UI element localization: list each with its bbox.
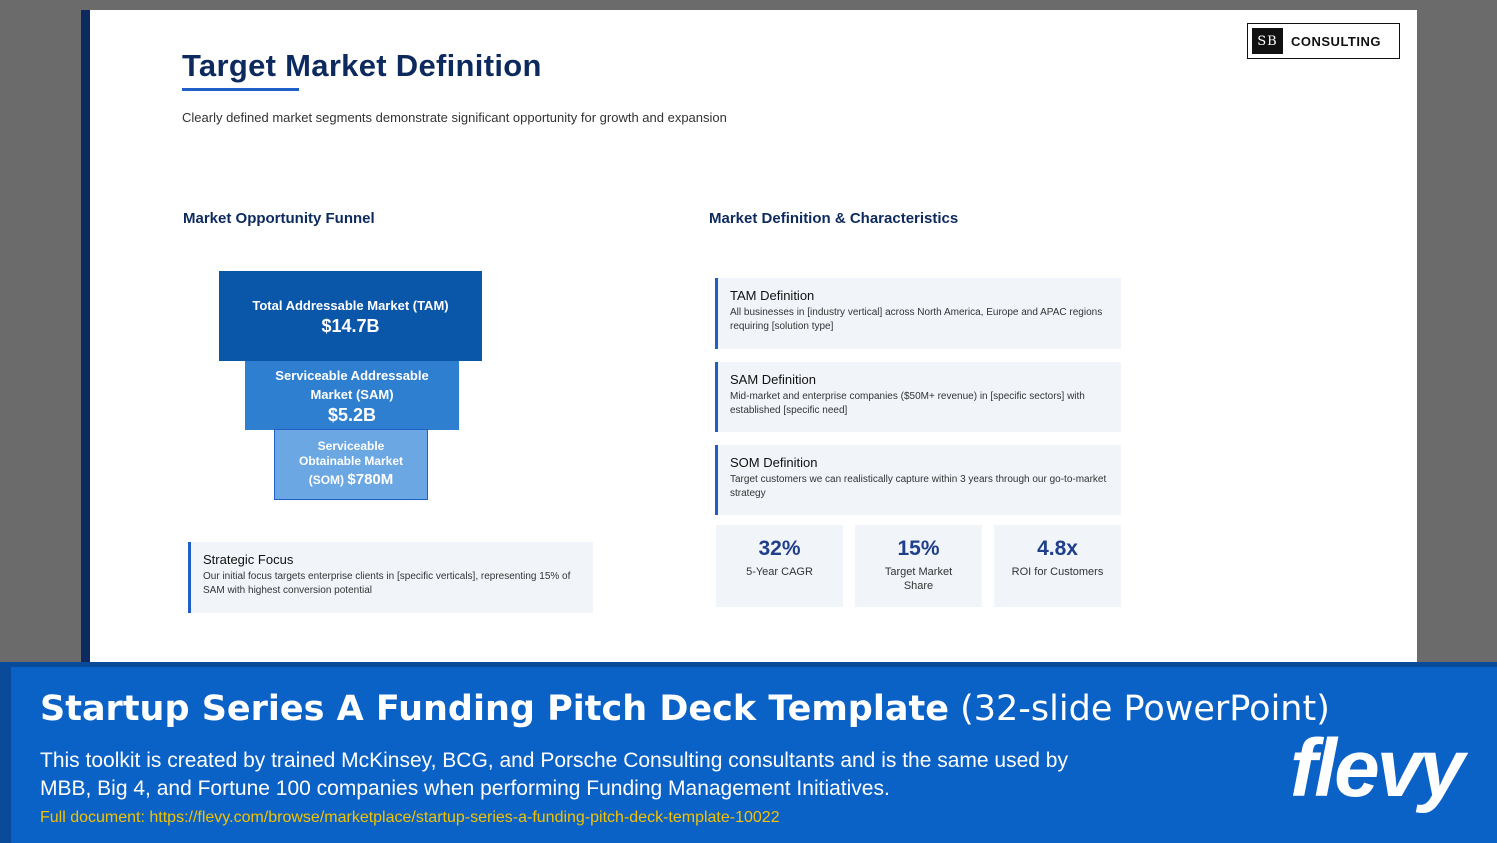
slide: SB CONSULTING Target Market Definition C… bbox=[81, 10, 1417, 670]
slide-accent-bar bbox=[81, 10, 90, 670]
sam-definition-text: Mid-market and enterprise companies ($50… bbox=[730, 391, 1085, 416]
tam-definition-title: TAM Definition bbox=[730, 288, 815, 303]
metric-label: 5-Year CAGR bbox=[746, 566, 813, 578]
funnel-heading: Market Opportunity Funnel bbox=[183, 210, 375, 227]
flevy-logo[interactable]: flevy bbox=[1290, 723, 1465, 814]
sam-definition-card: SAM Definition Mid-market and enterprise… bbox=[715, 362, 1121, 432]
definitions-heading: Market Definition & Characteristics bbox=[709, 210, 959, 227]
banner-title-light: (32-slide PowerPoint) bbox=[960, 689, 1330, 729]
som-label: Serviceable Obtainable Market bbox=[298, 438, 404, 468]
metric-roi: 4.8x ROI for Customers bbox=[994, 525, 1121, 607]
sam-definition-title: SAM Definition bbox=[730, 372, 816, 387]
metric-label: Target Market Share bbox=[884, 566, 953, 592]
som-definition-text: Target customers we can realistically ca… bbox=[730, 474, 1107, 499]
tam-definition-text: All businesses in [industry vertical] ac… bbox=[730, 307, 1103, 332]
strategic-focus-card: Strategic Focus Our initial focus target… bbox=[188, 542, 593, 613]
strategic-focus-title: Strategic Focus bbox=[203, 552, 294, 567]
banner-title-bold: Startup Series A Funding Pitch Deck Temp… bbox=[40, 689, 949, 729]
metric-value: 32% bbox=[758, 537, 801, 560]
document-link[interactable]: Full document: https://flevy.com/browse/… bbox=[40, 809, 780, 826]
strategic-focus-text: Our initial focus targets enterprise cli… bbox=[203, 571, 571, 596]
som-definition-title: SOM Definition bbox=[730, 455, 818, 470]
tam-value: $14.7B bbox=[321, 315, 380, 336]
funnel-tam: Total Addressable Market (TAM) $14.7B bbox=[219, 271, 482, 361]
consulting-logo: SB CONSULTING bbox=[1247, 23, 1400, 59]
metric-value: 4.8x bbox=[1037, 537, 1078, 560]
som-definition-card: SOM Definition Target customers we can r… bbox=[715, 445, 1121, 515]
logo-mark: SB bbox=[1252, 28, 1283, 54]
som-line: (SOM) $780M bbox=[309, 469, 394, 491]
logo-text: CONSULTING bbox=[1291, 33, 1381, 49]
promo-banner bbox=[0, 662, 1497, 843]
tam-label: Total Addressable Market (TAM) bbox=[252, 297, 449, 313]
metric-market-share: 15% Target Market Share bbox=[855, 525, 982, 607]
banner-edge-left bbox=[0, 662, 11, 843]
metric-value: 15% bbox=[897, 537, 940, 560]
som-abbr: (SOM) bbox=[308, 472, 345, 487]
som-value: $780M bbox=[347, 470, 394, 488]
sam-label: Serviceable Addressable Market (SAM) bbox=[275, 367, 429, 402]
title-underline bbox=[182, 88, 299, 91]
slide-title: Target Market Definition bbox=[182, 48, 542, 83]
metric-label: ROI for Customers bbox=[1011, 566, 1104, 578]
slide-subtitle: Clearly defined market segments demonstr… bbox=[182, 110, 727, 125]
banner-description: This toolkit is created by trained McKin… bbox=[40, 749, 1068, 800]
tam-definition-card: TAM Definition All businesses in [indust… bbox=[715, 278, 1121, 349]
banner-title: Startup Series A Funding Pitch Deck Temp… bbox=[40, 689, 1330, 729]
sam-value: $5.2B bbox=[327, 404, 377, 425]
banner-edge bbox=[0, 662, 1497, 667]
metric-cagr: 32% 5-Year CAGR bbox=[716, 525, 843, 607]
funnel-som: Serviceable Obtainable Market (SOM) $780… bbox=[274, 429, 428, 500]
funnel-sam: Serviceable Addressable Market (SAM) $5.… bbox=[245, 361, 459, 430]
